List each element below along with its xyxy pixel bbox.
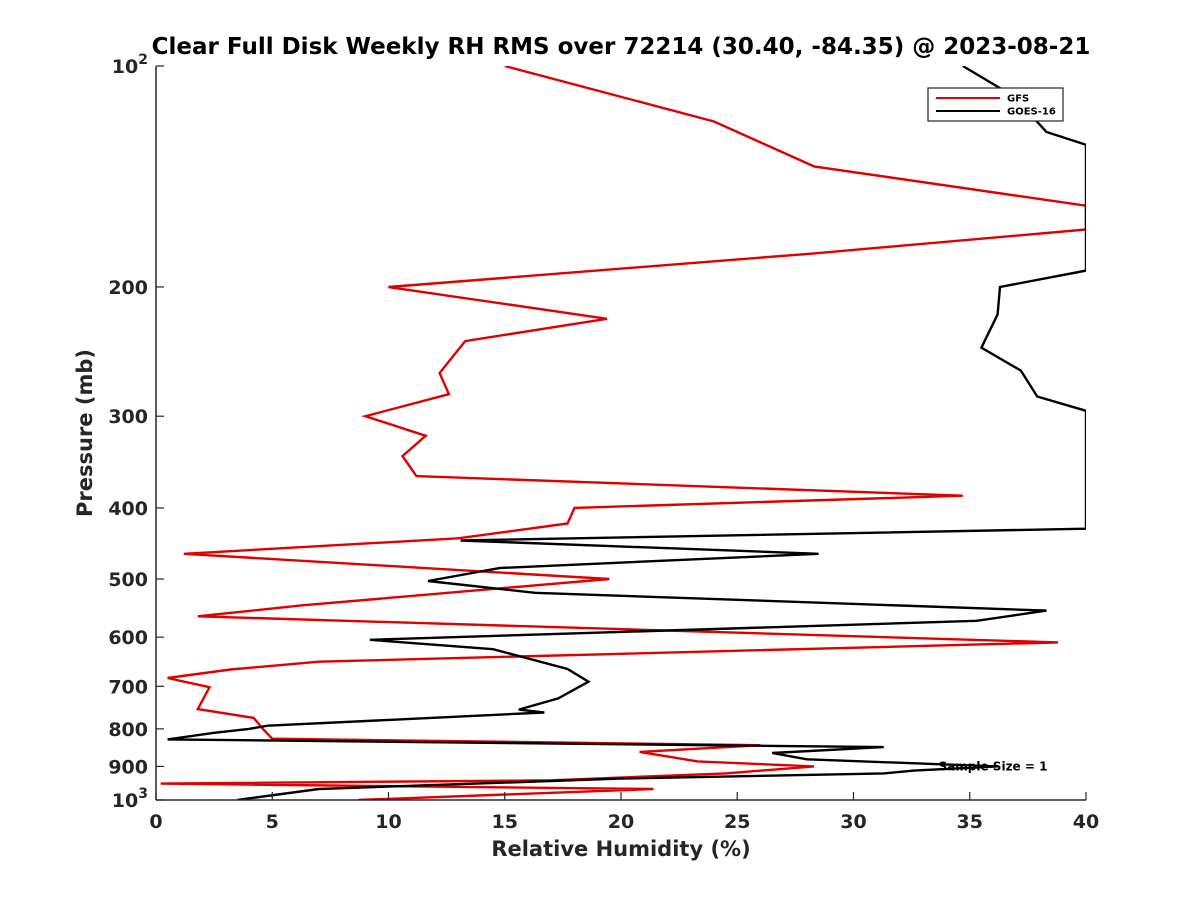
legend-box bbox=[927, 87, 1064, 122]
series-line-goes16 bbox=[167, 66, 1086, 800]
x-tick-label: 25 bbox=[724, 811, 750, 833]
x-tick-label: 20 bbox=[608, 811, 634, 833]
y-ticks: 102 200 300 400 500 600 700 800 900 103 bbox=[108, 52, 164, 812]
sample-size-annotation: Sample Size = 1 bbox=[939, 759, 1048, 773]
series-line-gfs bbox=[160, 66, 1086, 800]
x-axis-label: Relative Humidity (%) bbox=[491, 837, 750, 861]
x-tick-label: 30 bbox=[840, 811, 866, 833]
y-tick-label: 600 bbox=[108, 627, 148, 649]
y-tick-label: 500 bbox=[108, 569, 148, 591]
x-tick-label: 15 bbox=[492, 811, 518, 833]
x-tick-label: 5 bbox=[266, 811, 279, 833]
y-tick-label: 200 bbox=[108, 277, 148, 299]
y-tick-label: 700 bbox=[108, 676, 148, 698]
y-tick-label: 300 bbox=[108, 406, 148, 428]
x-ticks: 0 5 10 15 20 25 30 35 40 bbox=[149, 792, 1099, 833]
legend: GFS GOES-16 bbox=[927, 87, 1064, 122]
x-tick-label: 40 bbox=[1073, 811, 1099, 833]
y-tick-label: 103 bbox=[112, 786, 148, 812]
y-tick-label: 800 bbox=[108, 719, 148, 741]
x-tick-label: 10 bbox=[375, 811, 401, 833]
x-tick-label: 0 bbox=[149, 811, 162, 833]
y-tick-label: 900 bbox=[108, 756, 148, 778]
chart-title: Clear Full Disk Weekly RH RMS over 72214… bbox=[152, 34, 1091, 60]
y-tick-label: 400 bbox=[108, 498, 148, 520]
y-tick-label: 102 bbox=[112, 52, 148, 78]
legend-label-goes16: GOES-16 bbox=[1007, 107, 1056, 118]
legend-label-gfs: GFS bbox=[1007, 94, 1029, 105]
y-axis-label: Pressure (mb) bbox=[73, 349, 97, 517]
series-layer bbox=[160, 66, 1086, 800]
x-tick-label: 35 bbox=[957, 811, 983, 833]
